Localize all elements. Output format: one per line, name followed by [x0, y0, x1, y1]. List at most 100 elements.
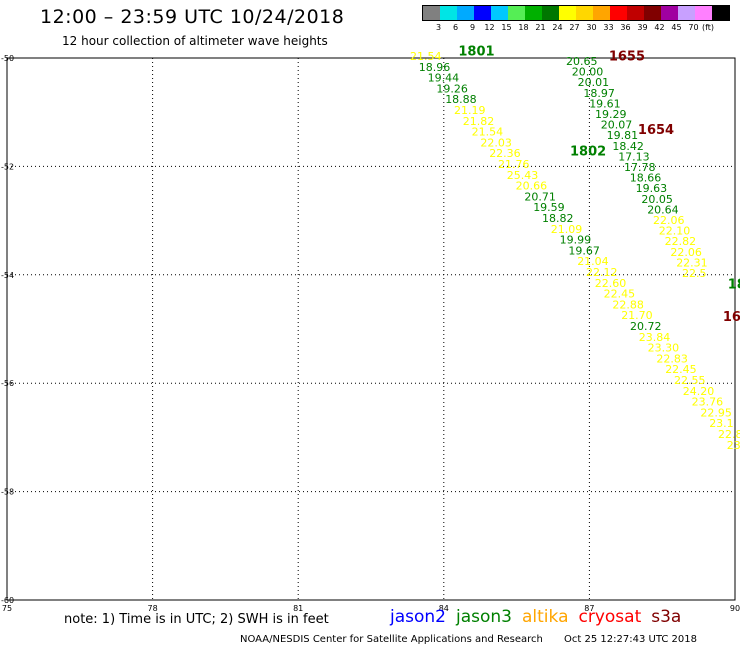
color-legend: 3 6 9 12 15 18 21 24 27 30 33 36 39 42 45 70 (ft)	[422, 5, 730, 32]
wave-height-label: 22.8	[718, 428, 740, 441]
legend-swatch	[678, 6, 695, 20]
legend-swatch	[661, 6, 678, 20]
wave-height-label: 22.45	[665, 363, 697, 376]
legend-swatch	[525, 6, 542, 20]
wave-height-label: 22.31	[676, 256, 708, 269]
wave-height-label: 20.01	[578, 76, 610, 89]
legend-swatch	[491, 6, 508, 20]
wave-height-label: 23.76	[692, 396, 724, 409]
credit-line: NOAA/NESDIS Center for Satellite Applica…	[240, 634, 697, 645]
wave-height-label: 20.66	[516, 180, 548, 193]
wave-height-label: 19.59	[533, 201, 565, 214]
lat-tick-label: -56	[1, 379, 14, 388]
wave-height-label: 19.26	[436, 82, 468, 95]
wave-height-label: 22.5	[682, 267, 707, 280]
legend-label: 42	[654, 23, 665, 32]
footer-note: note: 1) Time is in UTC; 2) SWH is in fe…	[64, 612, 329, 627]
wave-height-label: 20.72	[630, 320, 662, 333]
satellite-cryosat: cryosat	[578, 607, 642, 627]
wave-height-label: 21.54	[472, 126, 504, 139]
wave-height-label: 22.12	[586, 266, 618, 279]
wave-height-label: 19.81	[607, 129, 639, 142]
lat-tick-label: -54	[1, 271, 14, 280]
wave-height-label: 22.82	[665, 235, 697, 248]
legend-swatch	[712, 6, 729, 20]
wave-height-label: 18.97	[583, 87, 615, 100]
legend-label: 6	[452, 23, 459, 32]
legend-swatch	[610, 6, 627, 20]
legend-label: 15	[501, 23, 512, 32]
wave-height-label: 20.65	[566, 55, 598, 68]
legend-label: 36	[620, 23, 631, 32]
legend-swatch	[457, 6, 474, 20]
wave-height-label: 18.88	[445, 93, 477, 106]
wave-height-label: 21.19	[454, 104, 486, 117]
pass-time-label: 1655	[609, 50, 645, 65]
legend-label: 3	[435, 23, 442, 32]
legend-swatch	[695, 6, 712, 20]
satellite-jason3: jason3	[456, 607, 512, 627]
wave-height-label: 22.60	[595, 277, 627, 290]
map-title: 12:00 – 23:59 UTC 10/24/2018	[40, 6, 345, 28]
wave-height-label: 19.63	[636, 182, 668, 195]
wave-height-label: 18.42	[612, 140, 644, 153]
legend-label: 27	[569, 23, 580, 32]
pass-time-label: 165	[723, 310, 740, 325]
satellite-altika: altika	[522, 607, 569, 627]
wave-height-label: 23.30	[648, 342, 680, 355]
satellite-legend: jason2 jason3 altika cryosat s3a	[390, 607, 691, 627]
wave-height-label: 21.76	[498, 158, 530, 171]
wave-height-label: 21.54	[410, 50, 442, 63]
wave-height-label: 22.83	[656, 352, 688, 365]
wave-height-label: 22.36	[489, 147, 521, 160]
wave-height-label: 20.71	[524, 190, 556, 203]
lon-tick-label: 81	[293, 604, 303, 613]
pass-time-label: 1801	[458, 44, 494, 59]
satellite-jason2: jason2	[390, 607, 446, 627]
credit-text: NOAA/NESDIS Center for Satellite Applica…	[240, 634, 543, 645]
wave-height-label: 21.04	[577, 255, 609, 268]
lat-tick-label: -58	[1, 488, 14, 497]
wave-height-label: 19.67	[568, 244, 600, 257]
lat-tick-label: -50	[1, 54, 14, 63]
wave-height-label: 25.43	[507, 169, 539, 182]
wave-height-label: 24.20	[683, 385, 715, 398]
satellite-s3a: s3a	[651, 607, 682, 627]
wave-height-label: 20.64	[647, 203, 679, 216]
legend-swatch	[593, 6, 610, 20]
legend-label: 45	[671, 23, 682, 32]
axis-labels: 75 78 81 84 87 90 -50 -52 -54 -56 -58 -60	[1, 54, 740, 613]
wave-height-label: 22.03	[480, 136, 512, 149]
wave-height-label: 21.70	[621, 309, 653, 322]
wave-height-label: 19.61	[589, 97, 621, 110]
legend-label: 33	[603, 23, 614, 32]
lon-tick-label: 90	[730, 604, 740, 613]
wave-height-label: 20.00	[572, 66, 604, 79]
lon-tick-label: 75	[2, 604, 12, 613]
wave-height-label: 22.55	[674, 374, 706, 387]
wave-height-label: 21.82	[463, 115, 495, 128]
legend-label: 12	[484, 23, 495, 32]
legend-swatch	[474, 6, 491, 20]
legend-label: 39	[637, 23, 648, 32]
lon-tick-label: 87	[584, 604, 594, 613]
lon-tick-label: 78	[148, 604, 158, 613]
wave-height-label: 23.84	[639, 331, 671, 344]
wave-height-label: 17.13	[618, 150, 650, 163]
wave-height-label: 18.82	[542, 212, 574, 225]
legend-swatch	[627, 6, 644, 20]
wave-height-label: 22.95	[700, 406, 732, 419]
legend-label: 70	[688, 23, 699, 32]
wave-height-label: 23.1	[709, 417, 734, 430]
wave-height-label: 22.45	[604, 288, 636, 301]
legend-label: 9	[469, 23, 476, 32]
wave-height-label: 23.5	[727, 439, 740, 452]
map-grid	[6, 57, 736, 601]
legend-color-bar	[422, 5, 730, 21]
lat-tick-label: -60	[1, 596, 14, 605]
wave-height-label: 22.88	[612, 298, 644, 311]
map-subtitle: 12 hour collection of altimeter wave hei…	[62, 34, 328, 48]
legend-label: (ft)	[702, 23, 715, 32]
legend-swatch	[576, 6, 593, 20]
